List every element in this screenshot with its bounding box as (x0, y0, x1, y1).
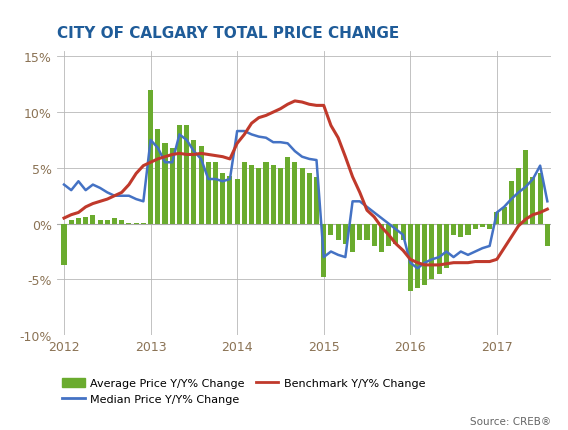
Bar (83, 218, 88, 224)
Benchmark Y/Y% Change (508, 235, 515, 240)
Line: Benchmark Y/Y% Change: Benchmark Y/Y% Change (64, 101, 548, 265)
Bar (307, 174, 312, 224)
Bar (502, 207, 507, 224)
Bar (105, 221, 110, 224)
Bar (336, 224, 341, 241)
Bar (235, 180, 240, 224)
Bar (473, 224, 478, 230)
Bar (184, 126, 189, 224)
Median Price Y/Y% Change (234, 129, 241, 134)
Bar (545, 224, 550, 246)
Bar (328, 224, 333, 235)
Bar (61, 224, 66, 265)
Bar (293, 163, 298, 224)
Bar (278, 169, 283, 224)
Bar (271, 165, 275, 224)
Bar (170, 148, 175, 224)
Text: CITY OF CALGARY TOTAL PRICE CHANGE: CITY OF CALGARY TOTAL PRICE CHANGE (57, 26, 399, 41)
Bar (393, 224, 398, 244)
Median Price Y/Y% Change (61, 183, 68, 188)
Bar (494, 213, 499, 224)
Bar (386, 224, 391, 246)
Bar (444, 224, 449, 269)
Bar (429, 224, 435, 280)
Bar (538, 174, 542, 224)
Bar (350, 224, 355, 252)
Bar (465, 224, 470, 235)
Benchmark Y/Y% Change (421, 263, 428, 268)
Median Price Y/Y% Change (515, 190, 522, 196)
Bar (127, 223, 131, 224)
Bar (119, 221, 124, 224)
Bar (379, 224, 384, 252)
Bar (365, 224, 370, 241)
Bar (458, 224, 463, 237)
Bar (242, 163, 247, 224)
Median Price Y/Y% Change (544, 199, 551, 204)
Bar (98, 221, 103, 224)
Bar (531, 177, 536, 224)
Bar (69, 221, 74, 224)
Bar (299, 169, 304, 224)
Bar (112, 218, 117, 224)
Bar (285, 157, 290, 224)
Benchmark Y/Y% Change (291, 99, 298, 104)
Bar (523, 150, 528, 224)
Benchmark Y/Y% Change (414, 261, 421, 266)
Median Price Y/Y% Change (421, 261, 428, 266)
Benchmark Y/Y% Change (457, 261, 464, 266)
Text: Source: CREB®: Source: CREB® (470, 416, 551, 426)
Bar (191, 141, 197, 224)
Legend: Average Price Y/Y% Change, Median Price Y/Y% Change, Benchmark Y/Y% Change: Average Price Y/Y% Change, Median Price … (62, 378, 425, 404)
Bar (415, 224, 420, 289)
Bar (220, 174, 225, 224)
Median Price Y/Y% Change (500, 205, 507, 210)
Bar (227, 176, 232, 224)
Median Price Y/Y% Change (508, 197, 515, 202)
Bar (206, 163, 211, 224)
Benchmark Y/Y% Change (515, 224, 522, 229)
Median Price Y/Y% Change (414, 266, 421, 271)
Bar (141, 223, 146, 224)
Bar (213, 163, 218, 224)
Bar (480, 224, 485, 227)
Benchmark Y/Y% Change (392, 242, 399, 247)
Bar (264, 163, 269, 224)
Bar (90, 215, 95, 224)
Bar (256, 169, 261, 224)
Bar (408, 224, 413, 291)
Median Price Y/Y% Change (392, 227, 399, 232)
Bar (321, 224, 326, 277)
Bar (451, 224, 456, 235)
Bar (162, 144, 168, 224)
Bar (357, 224, 362, 241)
Bar (199, 146, 203, 224)
Bar (516, 169, 521, 224)
Bar (249, 165, 254, 224)
Line: Median Price Y/Y% Change: Median Price Y/Y% Change (64, 132, 548, 269)
Bar (314, 177, 319, 224)
Bar (422, 224, 427, 286)
Bar (76, 218, 81, 224)
Bar (437, 224, 442, 274)
Bar (148, 91, 153, 224)
Bar (155, 129, 160, 224)
Bar (400, 224, 406, 241)
Benchmark Y/Y% Change (500, 246, 507, 251)
Bar (487, 224, 492, 230)
Bar (509, 182, 514, 224)
Bar (343, 224, 348, 244)
Bar (177, 126, 182, 224)
Benchmark Y/Y% Change (544, 207, 551, 212)
Bar (133, 223, 139, 224)
Median Price Y/Y% Change (457, 249, 464, 255)
Bar (371, 224, 377, 246)
Benchmark Y/Y% Change (61, 216, 68, 221)
